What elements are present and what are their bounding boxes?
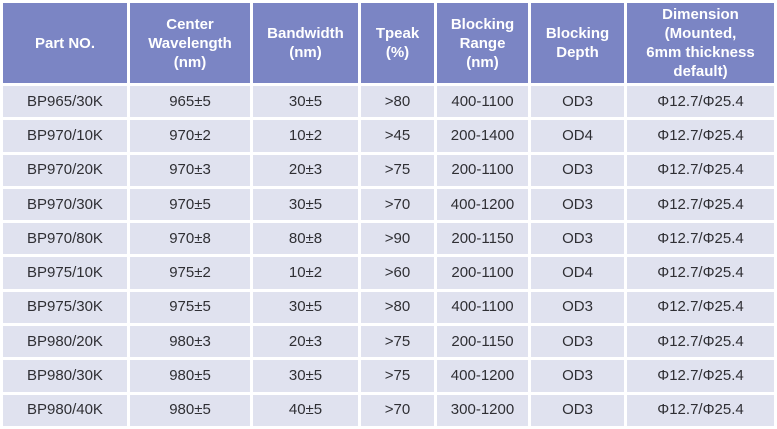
- cell-blocking-depth: OD4: [531, 257, 624, 289]
- cell-tpeak: >60: [361, 257, 434, 289]
- cell-part-no: BP970/30K: [3, 188, 127, 221]
- cell-part-no: BP965/30K: [3, 86, 127, 118]
- cell-dimension: Φ12.7/Φ25.4: [627, 154, 774, 186]
- cell-tpeak: >45: [361, 120, 434, 152]
- cell-blocking-range: 300-1200: [437, 394, 528, 426]
- cell-dimension: Φ12.7/Φ25.4: [627, 86, 774, 118]
- cell-tpeak: >80: [361, 86, 434, 118]
- cell-center-wavelength: 975±5: [130, 291, 250, 324]
- table-row: BP970/10K 970±2 10±2 >45 200-1400 OD4 Φ12.7/Φ2…: [3, 120, 774, 152]
- cell-part-no: BP980/30K: [3, 360, 127, 392]
- cell-blocking-range: 200-1150: [437, 326, 528, 358]
- cell-blocking-range: 200-1400: [437, 120, 528, 152]
- cell-blocking-range: 400-1200: [437, 188, 528, 221]
- cell-tpeak: >70: [361, 394, 434, 426]
- table-row: BP970/30K 970±5 30±5 >70 400-1200 OD3 Φ12.7/Φ2…: [3, 188, 774, 221]
- cell-part-no: BP970/80K: [3, 223, 127, 255]
- cell-bandwidth: 30±5: [253, 291, 358, 324]
- table-row: BP975/30K 975±5 30±5 >80 400-1100 OD3 Φ12.7/Φ2…: [3, 291, 774, 324]
- table-row: BP980/40K 980±5 40±5 >70 300-1200 OD3 Φ12.7/Φ2…: [3, 394, 774, 426]
- table-row: BP980/20K 980±3 20±3 >75 200-1150 OD3 Φ12.7/Φ2…: [3, 326, 774, 358]
- column-header-center-wavelength: Center Wavelength (nm): [130, 3, 250, 83]
- cell-center-wavelength: 970±8: [130, 223, 250, 255]
- cell-tpeak: >90: [361, 223, 434, 255]
- cell-blocking-depth: OD3: [531, 86, 624, 118]
- column-header-blocking-range: Blocking Range (nm): [437, 3, 528, 83]
- cell-center-wavelength: 980±3: [130, 326, 250, 358]
- cell-dimension: Φ12.7/Φ25.4: [627, 188, 774, 221]
- column-header-part-no: Part NO.: [3, 3, 127, 83]
- table-header: Part NO. Center Wavelength (nm) Bandwidt…: [3, 3, 774, 83]
- cell-blocking-depth: OD3: [531, 188, 624, 221]
- cell-dimension: Φ12.7/Φ25.4: [627, 120, 774, 152]
- cell-center-wavelength: 980±5: [130, 360, 250, 392]
- cell-dimension: Φ12.7/Φ25.4: [627, 360, 774, 392]
- table-row: BP980/30K 980±5 30±5 >75 400-1200 OD3 Φ12.7/Φ2…: [3, 360, 774, 392]
- cell-blocking-depth: OD3: [531, 154, 624, 186]
- cell-blocking-range: 400-1100: [437, 291, 528, 324]
- table-body: BP965/30K 965±5 30±5 >80 400-1100 OD3 Φ12.7/Φ2…: [3, 86, 774, 426]
- cell-blocking-depth: OD3: [531, 360, 624, 392]
- cell-tpeak: >80: [361, 291, 434, 324]
- cell-part-no: BP970/10K: [3, 120, 127, 152]
- cell-bandwidth: 10±2: [253, 120, 358, 152]
- cell-tpeak: >70: [361, 188, 434, 221]
- table-row: BP965/30K 965±5 30±5 >80 400-1100 OD3 Φ12.7/Φ2…: [3, 86, 774, 118]
- cell-blocking-range: 200-1100: [437, 257, 528, 289]
- cell-bandwidth: 30±5: [253, 188, 358, 221]
- cell-center-wavelength: 970±3: [130, 154, 250, 186]
- cell-part-no: BP980/40K: [3, 394, 127, 426]
- cell-blocking-depth: OD3: [531, 394, 624, 426]
- cell-bandwidth: 40±5: [253, 394, 358, 426]
- cell-bandwidth: 30±5: [253, 360, 358, 392]
- cell-blocking-depth: OD4: [531, 120, 624, 152]
- cell-center-wavelength: 970±5: [130, 188, 250, 221]
- cell-blocking-range: 400-1200: [437, 360, 528, 392]
- cell-part-no: BP975/10K: [3, 257, 127, 289]
- cell-center-wavelength: 975±2: [130, 257, 250, 289]
- cell-blocking-depth: OD3: [531, 291, 624, 324]
- cell-dimension: Φ12.7/Φ25.4: [627, 257, 774, 289]
- cell-tpeak: >75: [361, 360, 434, 392]
- cell-dimension: Φ12.7/Φ25.4: [627, 291, 774, 324]
- cell-dimension: Φ12.7/Φ25.4: [627, 326, 774, 358]
- cell-blocking-depth: OD3: [531, 326, 624, 358]
- column-header-tpeak: Tpeak (%): [361, 3, 434, 83]
- cell-bandwidth: 20±3: [253, 326, 358, 358]
- table-row: BP975/10K 975±2 10±2 >60 200-1100 OD4 Φ12.7/Φ2…: [3, 257, 774, 289]
- cell-blocking-depth: OD3: [531, 223, 624, 255]
- cell-part-no: BP980/20K: [3, 326, 127, 358]
- header-row: Part NO. Center Wavelength (nm) Bandwidt…: [3, 3, 774, 83]
- cell-bandwidth: 30±5: [253, 86, 358, 118]
- column-header-dimension: Dimension (Mounted, 6mm thickness defaul…: [627, 3, 774, 83]
- cell-center-wavelength: 970±2: [130, 120, 250, 152]
- cell-center-wavelength: 965±5: [130, 86, 250, 118]
- cell-dimension: Φ12.7/Φ25.4: [627, 394, 774, 426]
- cell-tpeak: >75: [361, 154, 434, 186]
- table-row: BP970/80K 970±8 80±8 >90 200-1150 OD3 Φ12.7/Φ2…: [3, 223, 774, 255]
- cell-part-no: BP970/20K: [3, 154, 127, 186]
- cell-blocking-range: 400-1100: [437, 86, 528, 118]
- cell-dimension: Φ12.7/Φ25.4: [627, 223, 774, 255]
- cell-bandwidth: 10±2: [253, 257, 358, 289]
- cell-blocking-range: 200-1100: [437, 154, 528, 186]
- table-row: BP970/20K 970±3 20±3 >75 200-1100 OD3 Φ12.7/Φ2…: [3, 154, 774, 186]
- cell-center-wavelength: 980±5: [130, 394, 250, 426]
- cell-part-no: BP975/30K: [3, 291, 127, 324]
- column-header-bandwidth: Bandwidth (nm): [253, 3, 358, 83]
- cell-tpeak: >75: [361, 326, 434, 358]
- cell-bandwidth: 80±8: [253, 223, 358, 255]
- cell-bandwidth: 20±3: [253, 154, 358, 186]
- cell-blocking-range: 200-1150: [437, 223, 528, 255]
- column-header-blocking-depth: Blocking Depth: [531, 3, 624, 83]
